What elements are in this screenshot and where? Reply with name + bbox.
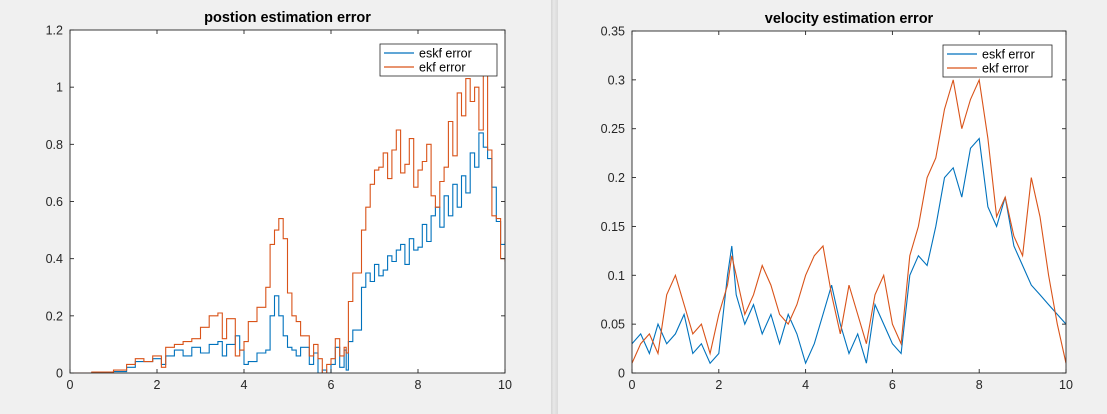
series-group bbox=[70, 72, 505, 373]
y-tick-label-1: 0.2 bbox=[46, 309, 63, 323]
series-line-1 bbox=[70, 72, 505, 373]
x-tick-label-1: 2 bbox=[715, 378, 722, 392]
y-tick-label-3: 0.6 bbox=[46, 195, 63, 209]
legend-label-1: ekf error bbox=[982, 62, 1029, 76]
series-line-0 bbox=[70, 132, 505, 373]
y-tick-label-4: 0.8 bbox=[46, 138, 63, 152]
position-error-chart: 0 2 4 6 8 10 0 0.2 0.4 0.6 0.8 1 1.2 postion estimati… bbox=[46, 10, 512, 392]
x-tick-label-3: 6 bbox=[328, 378, 335, 392]
y-tick-label-4: 0.2 bbox=[608, 171, 625, 185]
y-tick-label-2: 0.4 bbox=[46, 252, 63, 266]
series-line-0 bbox=[632, 137, 1066, 365]
legend-label-1: ekf error bbox=[419, 61, 466, 75]
velocity-error-chart: 0 2 4 6 8 10 0 0.05 0.1 0.15 0.2 0.25 0.3 0.35 velocit… bbox=[601, 11, 1073, 392]
y-tick-label-1: 0.05 bbox=[601, 318, 625, 332]
x-tick-label-5: 10 bbox=[1059, 378, 1073, 392]
y-tick-label-3: 0.15 bbox=[601, 220, 625, 234]
y-tick-label-5: 0.25 bbox=[601, 122, 625, 136]
x-tick-label-0: 0 bbox=[67, 378, 74, 392]
legend-box bbox=[942, 44, 1053, 78]
legend-box bbox=[379, 43, 498, 77]
series-group bbox=[632, 77, 1066, 365]
legend-label-0: eskf error bbox=[982, 48, 1035, 62]
x-tick-label-4: 8 bbox=[976, 378, 983, 392]
x-tick-label-2: 4 bbox=[241, 378, 248, 392]
plot-area bbox=[632, 31, 1066, 373]
figure-window-position: 0 2 4 6 8 10 0 0.2 0.4 0.6 0.8 1 1.2 postion estimati… bbox=[0, 0, 551, 414]
figure-window-velocity: 0 2 4 6 8 10 0 0.05 0.1 0.15 0.2 0.25 0.3 0.35 velocit… bbox=[558, 0, 1107, 414]
y-tick-label-7: 0.35 bbox=[601, 25, 625, 39]
plot-area bbox=[70, 30, 505, 373]
x-tick-label-4: 8 bbox=[415, 378, 422, 392]
axes-box bbox=[631, 30, 1067, 374]
y-tick-label-0: 0 bbox=[56, 367, 63, 381]
x-tick-label-1: 2 bbox=[154, 378, 161, 392]
x-tick-label-5: 10 bbox=[498, 378, 512, 392]
y-tick-label-0: 0 bbox=[618, 367, 625, 381]
series-line-1 bbox=[632, 77, 1066, 364]
y-tick-label-6: 0.3 bbox=[608, 73, 625, 87]
y-tick-label-2: 0.1 bbox=[608, 269, 625, 283]
x-tick-label-0: 0 bbox=[629, 378, 636, 392]
chart-title: postion estimation error bbox=[204, 10, 371, 26]
y-tick-label-5: 1 bbox=[56, 81, 63, 95]
y-tick-label-6: 1.2 bbox=[46, 24, 63, 38]
chart-title: velocity estimation error bbox=[765, 11, 934, 27]
window-divider[interactable] bbox=[551, 0, 558, 414]
x-tick-label-2: 4 bbox=[802, 378, 809, 392]
legend-label-0: eskf error bbox=[419, 47, 472, 61]
x-tick-label-3: 6 bbox=[889, 378, 896, 392]
